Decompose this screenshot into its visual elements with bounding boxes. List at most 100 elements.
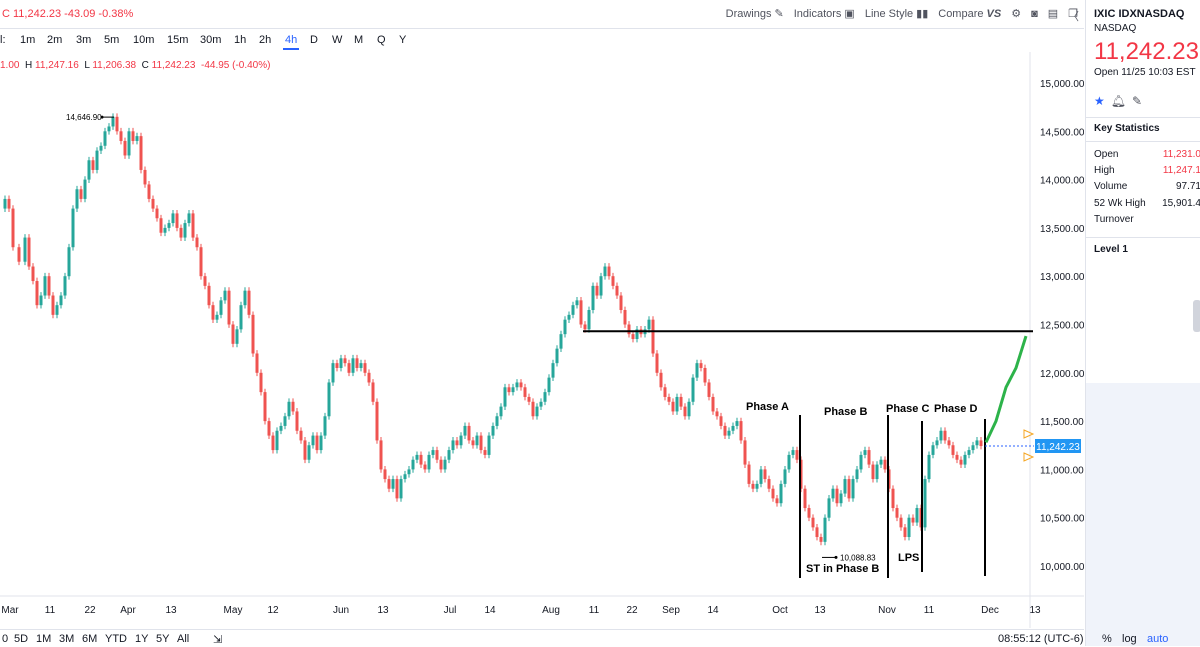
interval-y[interactable]: Y [399, 34, 407, 46]
interval-15m[interactable]: 15m [167, 34, 189, 46]
collapse-panel-icon[interactable]: 〈 [1068, 11, 1079, 23]
candle-body [787, 454, 791, 470]
x-tick-label: Jun [333, 605, 349, 616]
edit-icon[interactable]: ✎ [1132, 94, 1143, 108]
candle-body [411, 459, 415, 470]
candle-body [263, 392, 267, 422]
candle-body [839, 493, 843, 504]
st-in-phase-b-label: ST in Phase B [806, 563, 879, 575]
candle-body [647, 319, 651, 330]
stat-high-value: 11,247.1 [1162, 165, 1200, 176]
candle-body [223, 290, 227, 301]
key-statistics-header[interactable]: Key Statistics [1086, 117, 1200, 141]
y-tick-label: 12,500.00 [1040, 321, 1084, 332]
candle-body [375, 401, 379, 441]
candle-body [39, 295, 43, 306]
candle-body [711, 396, 715, 412]
candle-body [827, 498, 831, 518]
candle-body [87, 160, 91, 180]
candle-body [307, 445, 311, 460]
candle-body [535, 406, 539, 417]
quote-summary: C 11,242.23 -43.09 -0.38% [2, 8, 134, 20]
camera-icon[interactable]: ◙ [1031, 7, 1038, 20]
range-all[interactable]: All [177, 633, 190, 645]
interval-w[interactable]: W [332, 34, 343, 46]
interval-4h[interactable]: 4h [285, 34, 298, 46]
range-0[interactable]: 0 [2, 633, 9, 645]
settings-gear-icon[interactable]: ⚙ [1011, 8, 1022, 20]
interval-1h[interactable]: 1h [234, 34, 247, 46]
price-chart[interactable]: 15,000.00 14,500.00 14,000.00 13,500.00 13,0… [0, 52, 1084, 628]
interval-d[interactable]: D [310, 34, 318, 46]
last-price-tag [1035, 439, 1081, 454]
candle-body [487, 435, 491, 455]
x-tick-label: Sep [662, 605, 680, 616]
layouts-icon[interactable]: ❐ [1068, 8, 1078, 20]
x-tick-label: Apr [120, 605, 136, 616]
candle-body [603, 266, 607, 277]
candle-body [719, 416, 723, 426]
candle-body [623, 310, 627, 325]
phase-d-label: Phase D [934, 403, 977, 415]
candle-body [959, 459, 963, 465]
bell-icon[interactable]: 🔔︎ [1110, 94, 1126, 108]
candle-body [407, 469, 411, 475]
candle-body [903, 527, 907, 538]
candle-body [43, 276, 47, 296]
interval-2h[interactable]: 2h [259, 34, 272, 46]
interval-1m[interactable]: 1m [20, 34, 36, 46]
range-5d[interactable]: 5D [14, 633, 29, 645]
save-icon[interactable]: ▤ [1047, 8, 1059, 20]
line-style-button[interactable]: Line Style ▮▮ [864, 7, 929, 21]
go-to-date-icon[interactable]: ⇲ [213, 634, 223, 646]
interval-2m[interactable]: 2m [47, 34, 63, 46]
x-tick-label: 14 [484, 605, 496, 616]
candle-body [211, 305, 215, 320]
pencil-icon: ✎ [774, 8, 784, 20]
candle-body [403, 474, 407, 480]
alert-arrow-icon [1023, 429, 1035, 439]
exchange-name: NASDAQ [1094, 23, 1137, 34]
interval-30m[interactable]: 30m [200, 34, 222, 46]
candle-body [963, 454, 967, 465]
interval-q[interactable]: Q [377, 34, 386, 46]
drawings-button[interactable]: Drawings ✎ [725, 7, 784, 21]
star-icon[interactable]: ★ [1094, 94, 1105, 108]
interval-5m[interactable]: 5m [104, 34, 120, 46]
candle-body [355, 358, 359, 368]
candle-body [971, 445, 975, 451]
panel-scrollbar[interactable] [1193, 300, 1200, 332]
range-6m[interactable]: 6M [82, 633, 98, 645]
candle-body [395, 479, 399, 499]
interval-m[interactable]: M [354, 34, 364, 46]
ohlc-high-label: H [25, 60, 33, 71]
range-3m[interactable]: 3M [59, 633, 75, 645]
candle-body [203, 276, 207, 286]
alert-arrow-icon [1023, 452, 1035, 462]
candle-body [507, 387, 511, 393]
candle-body [159, 218, 163, 233]
y-tick-label: 13,500.00 [1040, 224, 1084, 235]
candle-body [167, 223, 171, 228]
candle-body [215, 314, 219, 320]
log-scale-toggle[interactable]: log [1122, 633, 1137, 645]
range-ytd[interactable]: YTD [105, 633, 127, 645]
x-tick-label: Dec [981, 605, 999, 616]
candle-body [723, 425, 727, 436]
interval-3m[interactable]: 3m [76, 34, 92, 46]
compare-button[interactable]: Compare VS [938, 7, 1002, 20]
range-5y[interactable]: 5Y [156, 633, 170, 645]
candle-body [303, 440, 307, 460]
range-1y[interactable]: 1Y [135, 633, 149, 645]
candle-body [59, 295, 63, 306]
low-marker-label: 10,088.83 [840, 553, 876, 562]
range-1m[interactable]: 1M [36, 633, 52, 645]
percent-scale-toggle[interactable]: % [1102, 633, 1112, 645]
candle-body [35, 281, 39, 306]
auto-scale-toggle[interactable]: auto [1147, 633, 1169, 645]
interval-10m[interactable]: 10m [133, 34, 155, 46]
candle-body [367, 372, 371, 383]
level1-header[interactable]: Level 1 [1086, 237, 1200, 261]
indicators-button[interactable]: Indicators ▣ [793, 7, 855, 21]
active-interval-underline [283, 48, 299, 50]
